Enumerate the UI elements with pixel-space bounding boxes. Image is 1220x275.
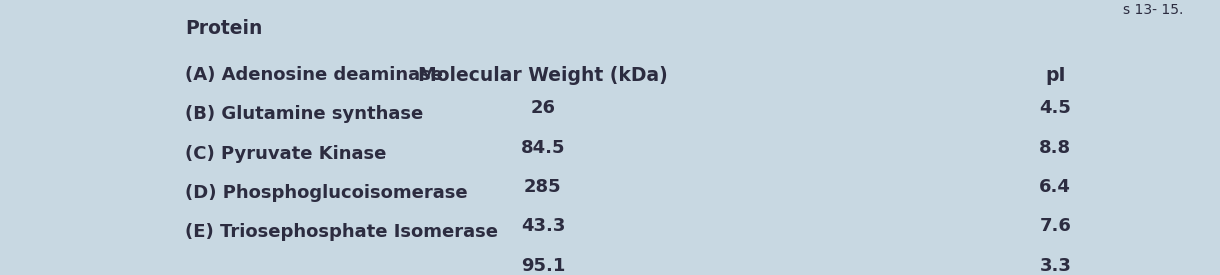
Text: 6.4: 6.4 bbox=[1039, 178, 1071, 196]
Text: 84.5: 84.5 bbox=[521, 139, 565, 157]
Text: 7.6: 7.6 bbox=[1039, 218, 1071, 235]
Text: 285: 285 bbox=[525, 178, 561, 196]
Text: (A) Adenosine deaminase: (A) Adenosine deaminase bbox=[185, 66, 443, 84]
Text: 3.3: 3.3 bbox=[1039, 257, 1071, 275]
Text: s 13- 15.: s 13- 15. bbox=[1124, 3, 1183, 17]
Text: Molecular Weight (kDa): Molecular Weight (kDa) bbox=[418, 66, 667, 85]
Text: 95.1: 95.1 bbox=[521, 257, 565, 275]
Text: 26: 26 bbox=[531, 100, 555, 117]
Text: (D) Phosphoglucoisomerase: (D) Phosphoglucoisomerase bbox=[185, 184, 468, 202]
Text: 43.3: 43.3 bbox=[521, 218, 565, 235]
Text: (E) Triosephosphate Isomerase: (E) Triosephosphate Isomerase bbox=[185, 223, 499, 241]
Text: Protein: Protein bbox=[185, 19, 262, 38]
Text: (C) Pyruvate Kinase: (C) Pyruvate Kinase bbox=[185, 145, 387, 163]
Text: 8.8: 8.8 bbox=[1039, 139, 1071, 157]
Text: 4.5: 4.5 bbox=[1039, 100, 1071, 117]
Text: (B) Glutamine synthase: (B) Glutamine synthase bbox=[185, 105, 423, 123]
Text: pI: pI bbox=[1046, 66, 1065, 85]
